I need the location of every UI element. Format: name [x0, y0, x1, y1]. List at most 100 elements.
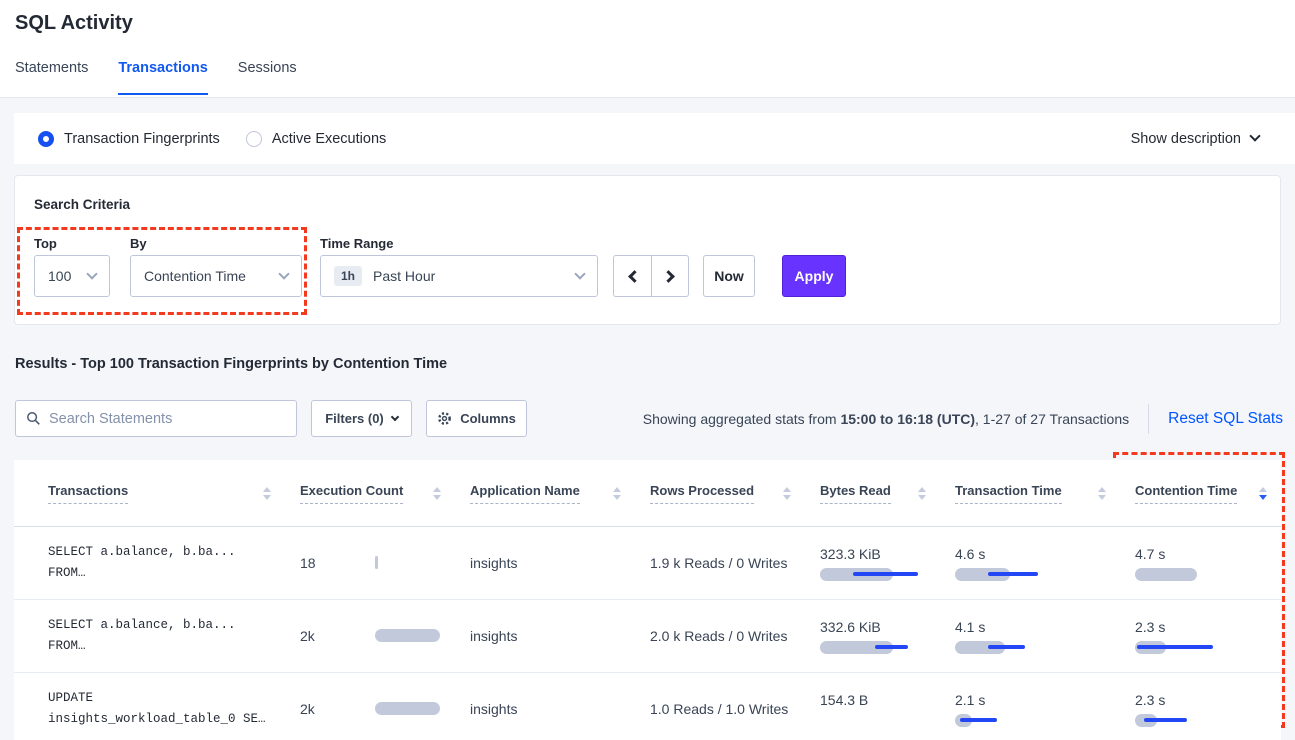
tab-statements[interactable]: Statements	[15, 60, 89, 76]
sort-icon[interactable]	[1098, 486, 1106, 500]
bytes-read-bar	[820, 640, 893, 654]
bytes-read-cell: 323.3 KiB	[805, 527, 940, 599]
execution-count-bar	[375, 556, 378, 569]
sort-icon[interactable]	[613, 486, 621, 500]
sort-icon-active-desc[interactable]	[1259, 486, 1267, 500]
execution-count-bar	[375, 629, 440, 642]
time-range-select[interactable]: 1h Past Hour	[320, 255, 598, 297]
now-button[interactable]: Now	[703, 255, 755, 297]
time-range-value: Past Hour	[373, 268, 436, 284]
stats-time-range: 15:00 to 16:18 (UTC)	[840, 411, 976, 427]
contention-time-cell: 4.7 s	[1120, 527, 1281, 599]
show-description-toggle[interactable]: Show description	[1130, 113, 1261, 164]
transaction-fingerprint-cell[interactable]: SELECT a.balance, b.ba... FROM…	[48, 545, 236, 580]
bytes-read-mean-line	[875, 644, 908, 649]
transaction-time-mean-line	[960, 717, 997, 722]
filters-label: Filters (0)	[325, 411, 384, 426]
radio-label: Transaction Fingerprints	[64, 130, 220, 147]
column-header-application-name[interactable]: Application Name	[470, 483, 580, 504]
chevron-down-icon	[86, 267, 98, 280]
search-statements-box	[15, 400, 297, 437]
chevron-down-icon	[278, 267, 290, 280]
by-select-value: Contention Time	[144, 268, 246, 284]
sort-icon[interactable]	[263, 486, 271, 500]
contention-time-cell: 2.3 s	[1120, 600, 1281, 672]
column-header-rows-processed[interactable]: Rows Processed	[650, 483, 755, 504]
chevron-down-icon	[390, 412, 399, 422]
page-title: SQL Activity	[15, 12, 133, 34]
search-criteria-card	[14, 175, 1281, 325]
by-select[interactable]: Contention Time	[130, 255, 302, 297]
time-range-badge: 1h	[334, 266, 363, 286]
time-range-pager	[613, 255, 689, 297]
sort-icon[interactable]	[783, 486, 791, 500]
next-time-button[interactable]	[651, 255, 689, 297]
contention-time-mean-line	[1144, 717, 1187, 722]
radio-transaction-fingerprints[interactable]: Transaction Fingerprints	[38, 130, 220, 147]
execution-count-cell: 2k	[285, 673, 455, 740]
top-select-value: 100	[48, 268, 72, 284]
transaction-fingerprint-cell[interactable]: UPDATE insights_workload_table_0 SE…	[48, 691, 266, 726]
radio-active-executions[interactable]: Active Executions	[245, 130, 387, 147]
tab-bar: Statements Transactions Sessions	[15, 60, 297, 95]
apply-button[interactable]: Apply	[782, 255, 846, 297]
contention-time-cell: 2.3 s	[1120, 673, 1281, 740]
filters-button[interactable]: Filters (0)	[311, 400, 412, 437]
stats-prefix: Showing aggregated stats from	[642, 411, 841, 427]
radio-label: Active Executions	[271, 130, 387, 147]
transaction-time-mean-line	[988, 644, 1025, 649]
bytes-read-cell: 332.6 KiB	[805, 600, 940, 672]
transaction-time-cell: 4.6 s	[940, 527, 1120, 599]
contention-time-mean-line	[1137, 644, 1213, 649]
sort-icon[interactable]	[918, 486, 926, 500]
by-label: By	[130, 236, 147, 251]
arrow-left-icon	[627, 269, 641, 283]
execution-count-cell: 2k	[285, 600, 455, 672]
execution-count-cell: 18	[285, 527, 455, 599]
search-criteria-heading: Search Criteria	[34, 197, 131, 212]
transactions-table: Transactions Execution Count Application…	[14, 460, 1281, 740]
sort-icon[interactable]	[433, 486, 441, 500]
transaction-time-bar	[955, 567, 1010, 581]
stats-summary: Showing aggregated stats from 15:00 to 1…	[643, 403, 1283, 435]
table-row[interactable]: UPDATE insights_workload_table_0 SE… 2k …	[14, 673, 1281, 740]
rows-processed-cell: 1.0 Reads / 1.0 Writes	[650, 701, 789, 717]
show-description-label: Show description	[1130, 130, 1241, 147]
application-name-cell: insights	[470, 701, 518, 717]
top-select[interactable]: 100	[34, 255, 110, 297]
table-row[interactable]: SELECT a.balance, b.ba... FROM… 18 insig…	[14, 527, 1281, 600]
radio-selected-icon	[38, 130, 54, 147]
column-header-bytes-read[interactable]: Bytes Read	[820, 483, 891, 504]
tab-sessions[interactable]: Sessions	[237, 60, 297, 76]
transaction-time-cell: 2.1 s	[940, 673, 1120, 740]
column-header-transactions[interactable]: Transactions	[48, 483, 129, 504]
transaction-time-mean-line	[988, 571, 1038, 576]
previous-time-button[interactable]	[613, 255, 651, 297]
gear-icon	[438, 412, 452, 425]
vertical-divider	[1148, 404, 1150, 434]
tab-divider	[0, 97, 1295, 98]
column-header-contention-time[interactable]: Contention Time	[1135, 483, 1238, 504]
tab-transactions[interactable]: Transactions	[118, 60, 208, 95]
columns-label: Columns	[460, 411, 516, 426]
rows-processed-cell: 1.9 k Reads / 0 Writes	[650, 555, 788, 571]
table-header-row: Transactions Execution Count Application…	[14, 460, 1281, 527]
columns-button[interactable]: Columns	[426, 400, 527, 437]
transaction-fingerprint-cell[interactable]: SELECT a.balance, b.ba... FROM…	[48, 618, 236, 653]
table-row[interactable]: SELECT a.balance, b.ba... FROM… 2k insig…	[14, 600, 1281, 673]
transaction-time-cell: 4.1 s	[940, 600, 1120, 672]
transaction-time-bar	[955, 640, 1005, 654]
execution-count-bar	[375, 702, 440, 715]
reset-sql-stats-link[interactable]: Reset SQL Stats	[1168, 410, 1283, 427]
arrow-right-icon	[662, 269, 675, 283]
time-range-label: Time Range	[320, 236, 394, 251]
bytes-read-mean-line	[853, 571, 918, 576]
rows-processed-cell: 2.0 k Reads / 0 Writes	[650, 628, 788, 644]
column-header-execution-count[interactable]: Execution Count	[300, 483, 404, 504]
stats-suffix: , 1-27 of 27 Transactions	[975, 411, 1130, 427]
search-icon	[27, 412, 40, 425]
search-statements-input[interactable]	[49, 410, 286, 427]
chevron-down-icon	[574, 267, 586, 280]
column-header-transaction-time[interactable]: Transaction Time	[955, 483, 1062, 504]
